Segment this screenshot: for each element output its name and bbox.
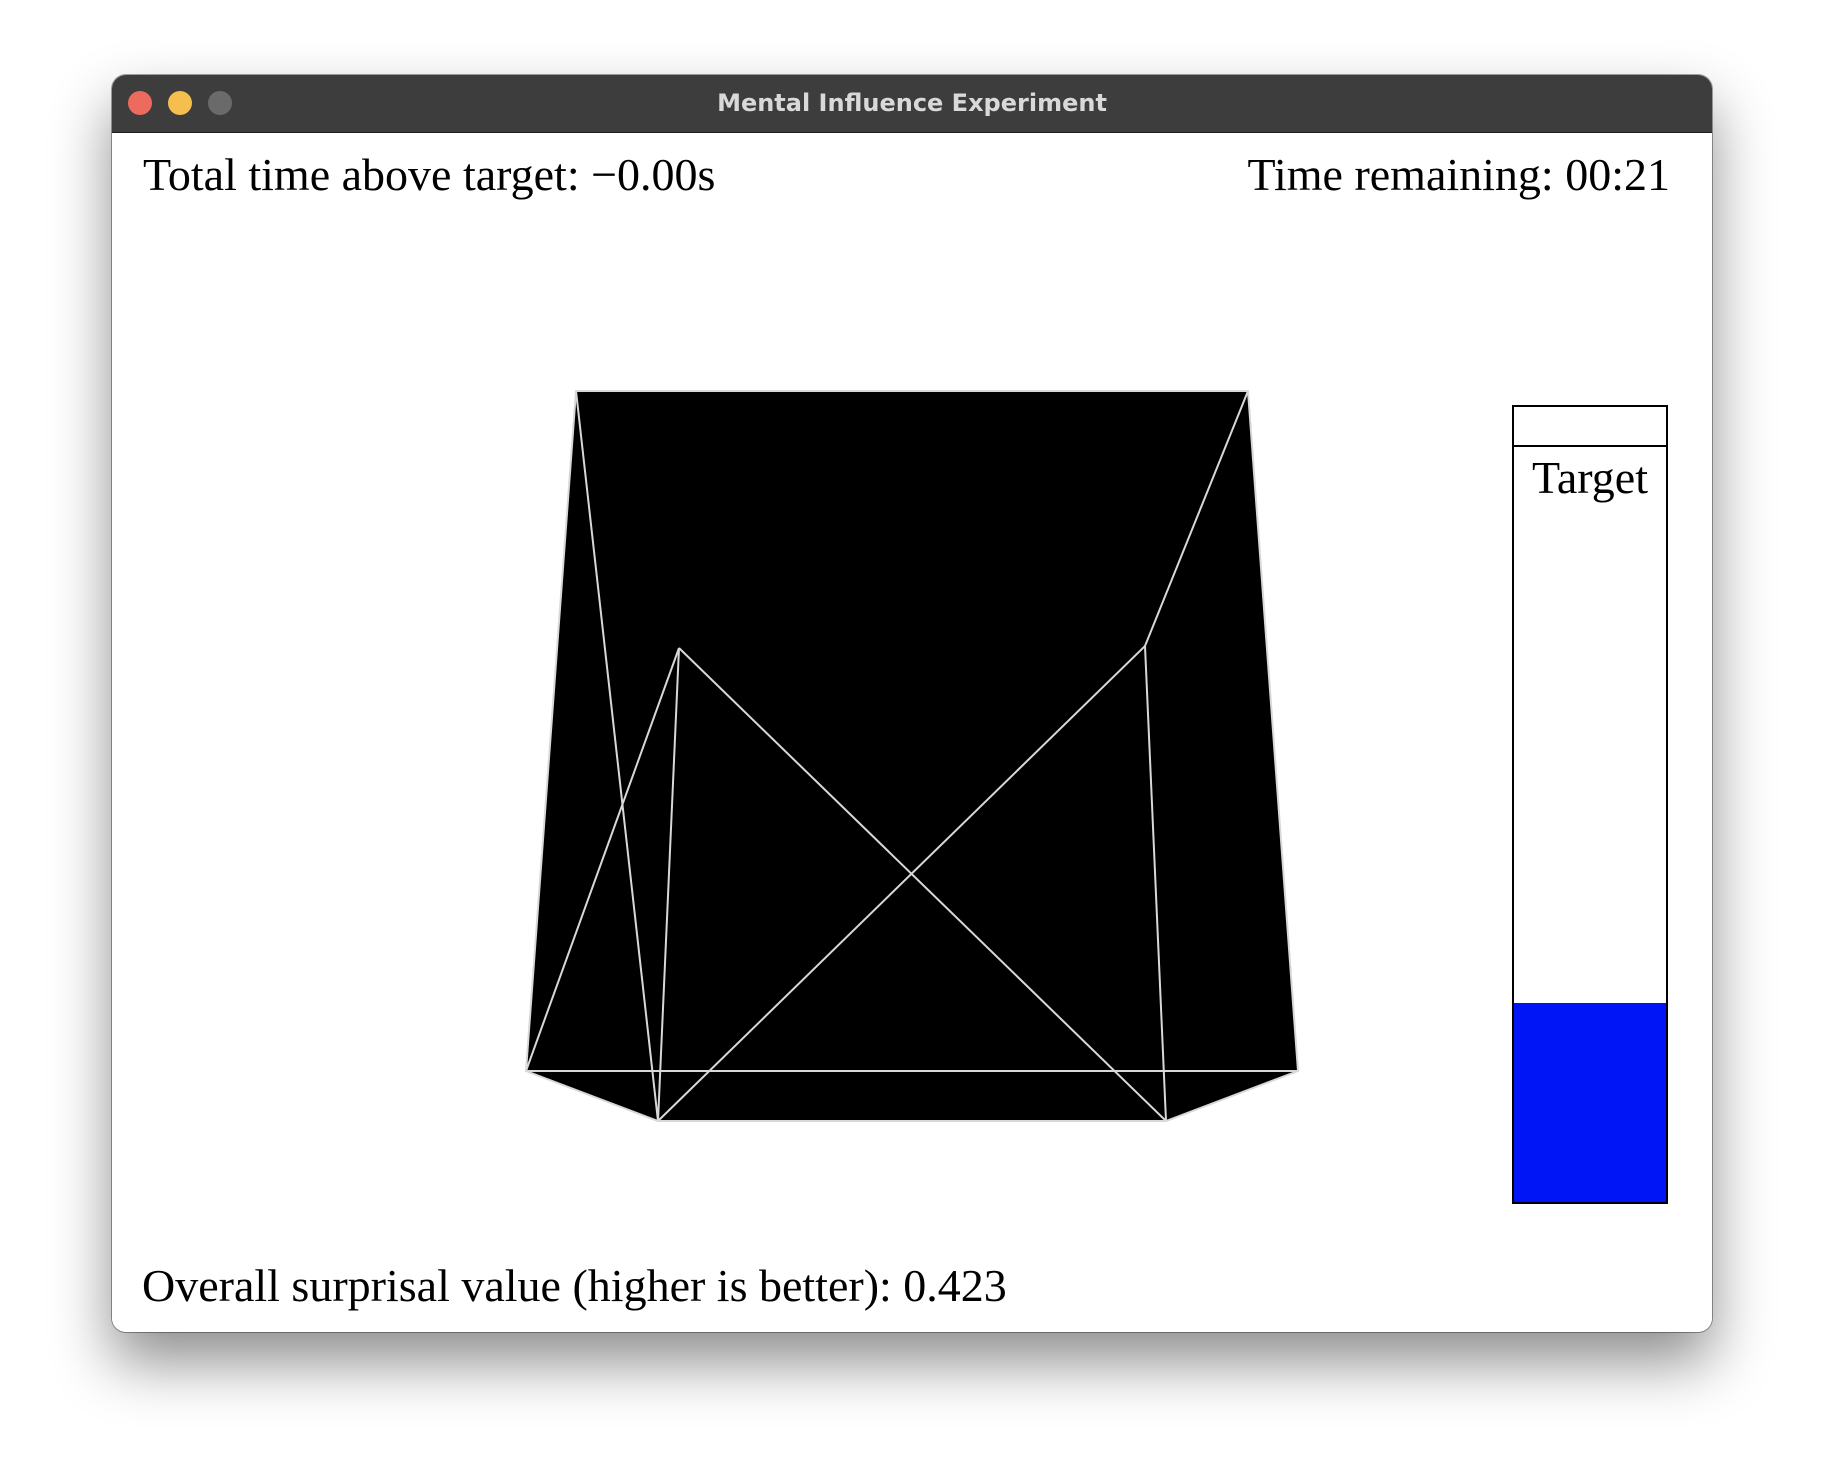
time-above-target-label: Total time above target: −0.00s: [143, 149, 716, 200]
meter-fill: [1514, 1003, 1666, 1202]
shape-silhouette: [524, 390, 1300, 1122]
app-window: Mental Influence Experiment Total time a…: [112, 75, 1712, 1332]
wireframe-shape: [524, 390, 1300, 1122]
shape-edges: [525, 390, 1298, 1122]
experiment-canvas: Total time above target: −0.00s Time rem…: [112, 133, 1712, 1332]
window-title: Mental Influence Experiment: [717, 89, 1107, 117]
title-bar[interactable]: Mental Influence Experiment: [112, 75, 1712, 133]
target-label: Target: [1532, 452, 1648, 503]
surprisal-value-label: Overall surprisal value (higher is bette…: [142, 1260, 1007, 1311]
target-line: [1514, 445, 1666, 447]
time-remaining-label: Time remaining: 00:21: [1247, 149, 1670, 200]
target-meter: Target: [1512, 405, 1668, 1204]
close-button[interactable]: [128, 91, 152, 115]
minimize-button[interactable]: [168, 91, 192, 115]
maximize-button[interactable]: [208, 91, 232, 115]
